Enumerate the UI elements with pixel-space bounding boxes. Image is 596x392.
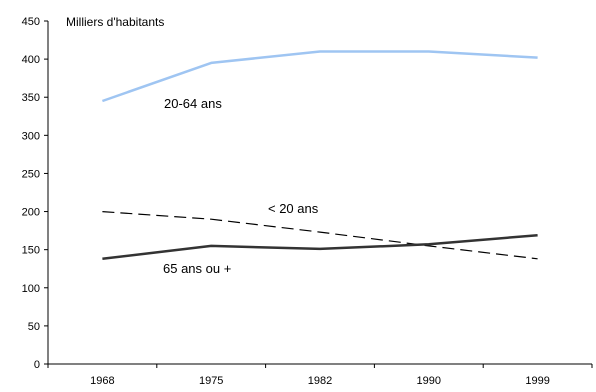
series-layer: [101, 50, 538, 261]
y-tick-label: 400: [22, 54, 40, 66]
series-label-20-64: 20-64 ans: [164, 96, 222, 111]
x-tick-label: 1975: [199, 375, 223, 387]
x-tick-label: 1990: [417, 375, 441, 387]
y-axis-title: Milliers d'habitants: [66, 15, 164, 29]
series-labels: 20-64 ans < 20 ans 65 ans ou +: [163, 96, 319, 276]
series-label-under-20: < 20 ans: [268, 201, 319, 216]
x-tick-label: 1968: [90, 375, 114, 387]
y-tick-label: 450: [22, 16, 40, 28]
y-tick-label: 300: [22, 130, 40, 142]
y-tick-label: 150: [22, 245, 40, 257]
y-tick-label: 100: [22, 283, 40, 295]
series-label-65-plus: 65 ans ou +: [163, 261, 231, 276]
y-tick-label: 250: [22, 168, 40, 180]
series-line-under-20: [102, 211, 538, 260]
y-tick-label: 50: [28, 321, 40, 333]
y-tick-label: 200: [22, 207, 40, 219]
series-line-20-64: [101, 50, 538, 103]
series-line-65-plus: [102, 233, 538, 261]
y-tick-label: 0: [34, 359, 40, 371]
x-tick-label: 1982: [308, 375, 332, 387]
y-tick-label: 350: [22, 92, 40, 104]
x-tick-label: 1999: [525, 375, 549, 387]
axes: 0 50 100 150 200 250 300 350 400 450 1968 1975 1982 1…: [22, 16, 593, 387]
